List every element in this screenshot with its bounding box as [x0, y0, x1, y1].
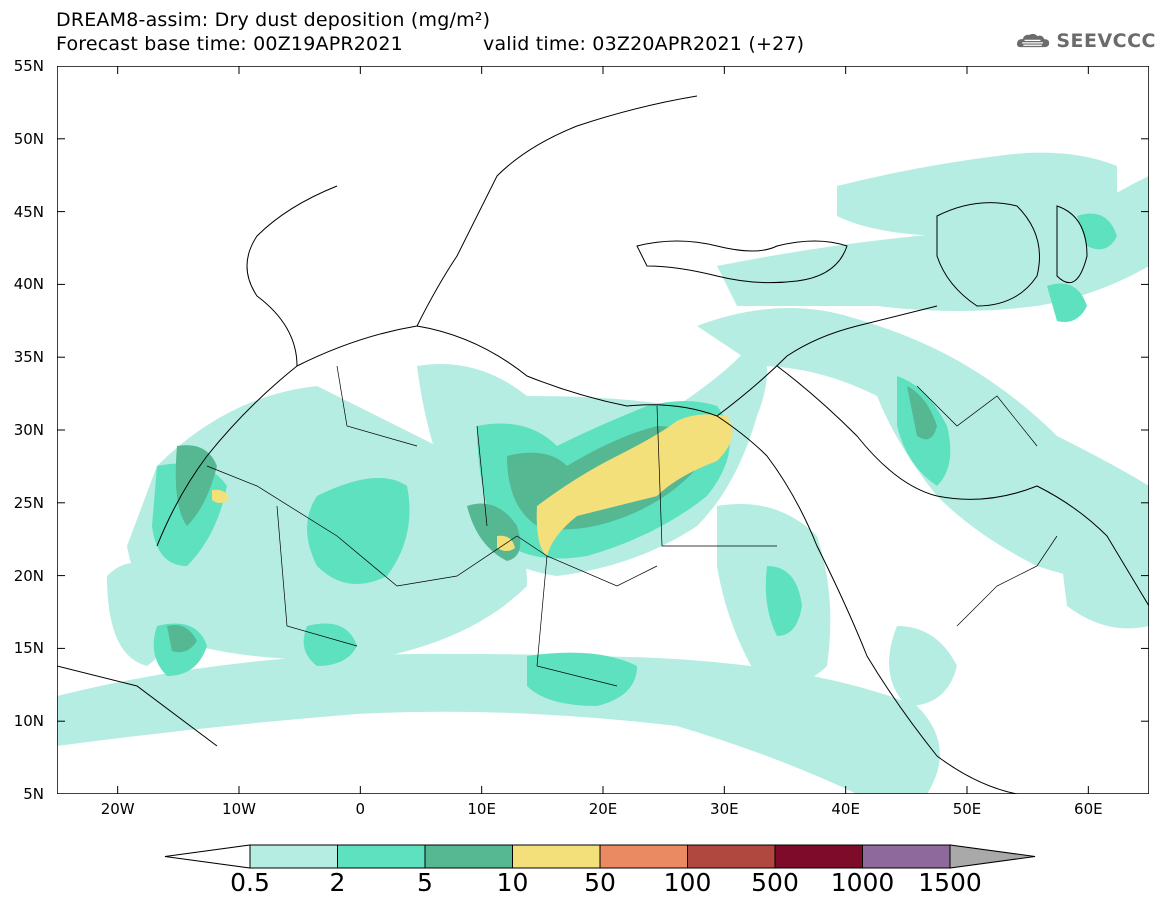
longitude-label: 10W [222, 800, 256, 818]
colorbar-over-arrow [949, 844, 1036, 869]
colorbar-label: 2 [329, 868, 346, 897]
country-borders [206, 365, 1058, 687]
colorbar-label: 0.5 [230, 868, 270, 897]
latitude-label: 30N [13, 421, 44, 439]
map-ticks [57, 66, 1149, 794]
latitude-label: 45N [13, 202, 44, 221]
valid-time: valid time: 03Z20APR2021 (+27) [483, 33, 805, 55]
forecast-base-time: Forecast base time: 00Z19APR2021 [56, 33, 403, 55]
coastlines [57, 95, 1149, 794]
logo-text: SEEVCCC [1056, 30, 1156, 52]
longitude-label: 0 [355, 800, 366, 818]
longitude-label: 50E [952, 800, 982, 818]
longitude-label: 10E [467, 800, 496, 818]
latitude-label: 55N [13, 57, 44, 75]
latitude-label: 15N [13, 639, 44, 658]
colorbar-box [687, 844, 776, 869]
latitude-label: 50N [13, 129, 44, 148]
colorbar-box [774, 844, 863, 869]
colorbar-label: 10 [496, 868, 529, 897]
longitude-label: 60E [1074, 800, 1103, 818]
seevccc-logo: SEEVCCC [1016, 26, 1156, 56]
colorbar-box [249, 844, 338, 869]
latitude-label: 35N [13, 348, 44, 367]
latitude-label: 20N [13, 566, 44, 585]
colorbar-under-arrow [164, 844, 251, 869]
colorbar [164, 844, 1036, 869]
map-area [57, 66, 1149, 794]
map-title: DREAM8-assim: Dry dust deposition (mg/m²… [56, 9, 491, 31]
colorbar-box [424, 844, 513, 869]
latitude-label: 10N [13, 712, 44, 731]
latitude-label: 25N [13, 493, 44, 512]
colorbar-box [862, 844, 951, 869]
colorbar-box [512, 844, 601, 869]
colorbar-label: 1500 [918, 868, 982, 897]
latitude-label: 40N [13, 275, 44, 294]
colorbar-label: 500 [751, 868, 799, 897]
colorbar-label: 100 [663, 868, 712, 897]
longitude-label: 20W [100, 800, 135, 818]
colorbar-label: 5 [417, 868, 433, 897]
colorbar-label: 50 [584, 868, 616, 897]
longitude-label: 30E [710, 800, 739, 818]
colorbar-box [599, 844, 688, 869]
colorbar-box [337, 844, 426, 869]
longitude-label: 20E [588, 800, 618, 818]
colorbar-label: 1000 [830, 868, 895, 897]
cloud-icon [1016, 33, 1050, 48]
latitude-label: 5N [23, 785, 44, 803]
longitude-label: 40E [831, 800, 860, 818]
